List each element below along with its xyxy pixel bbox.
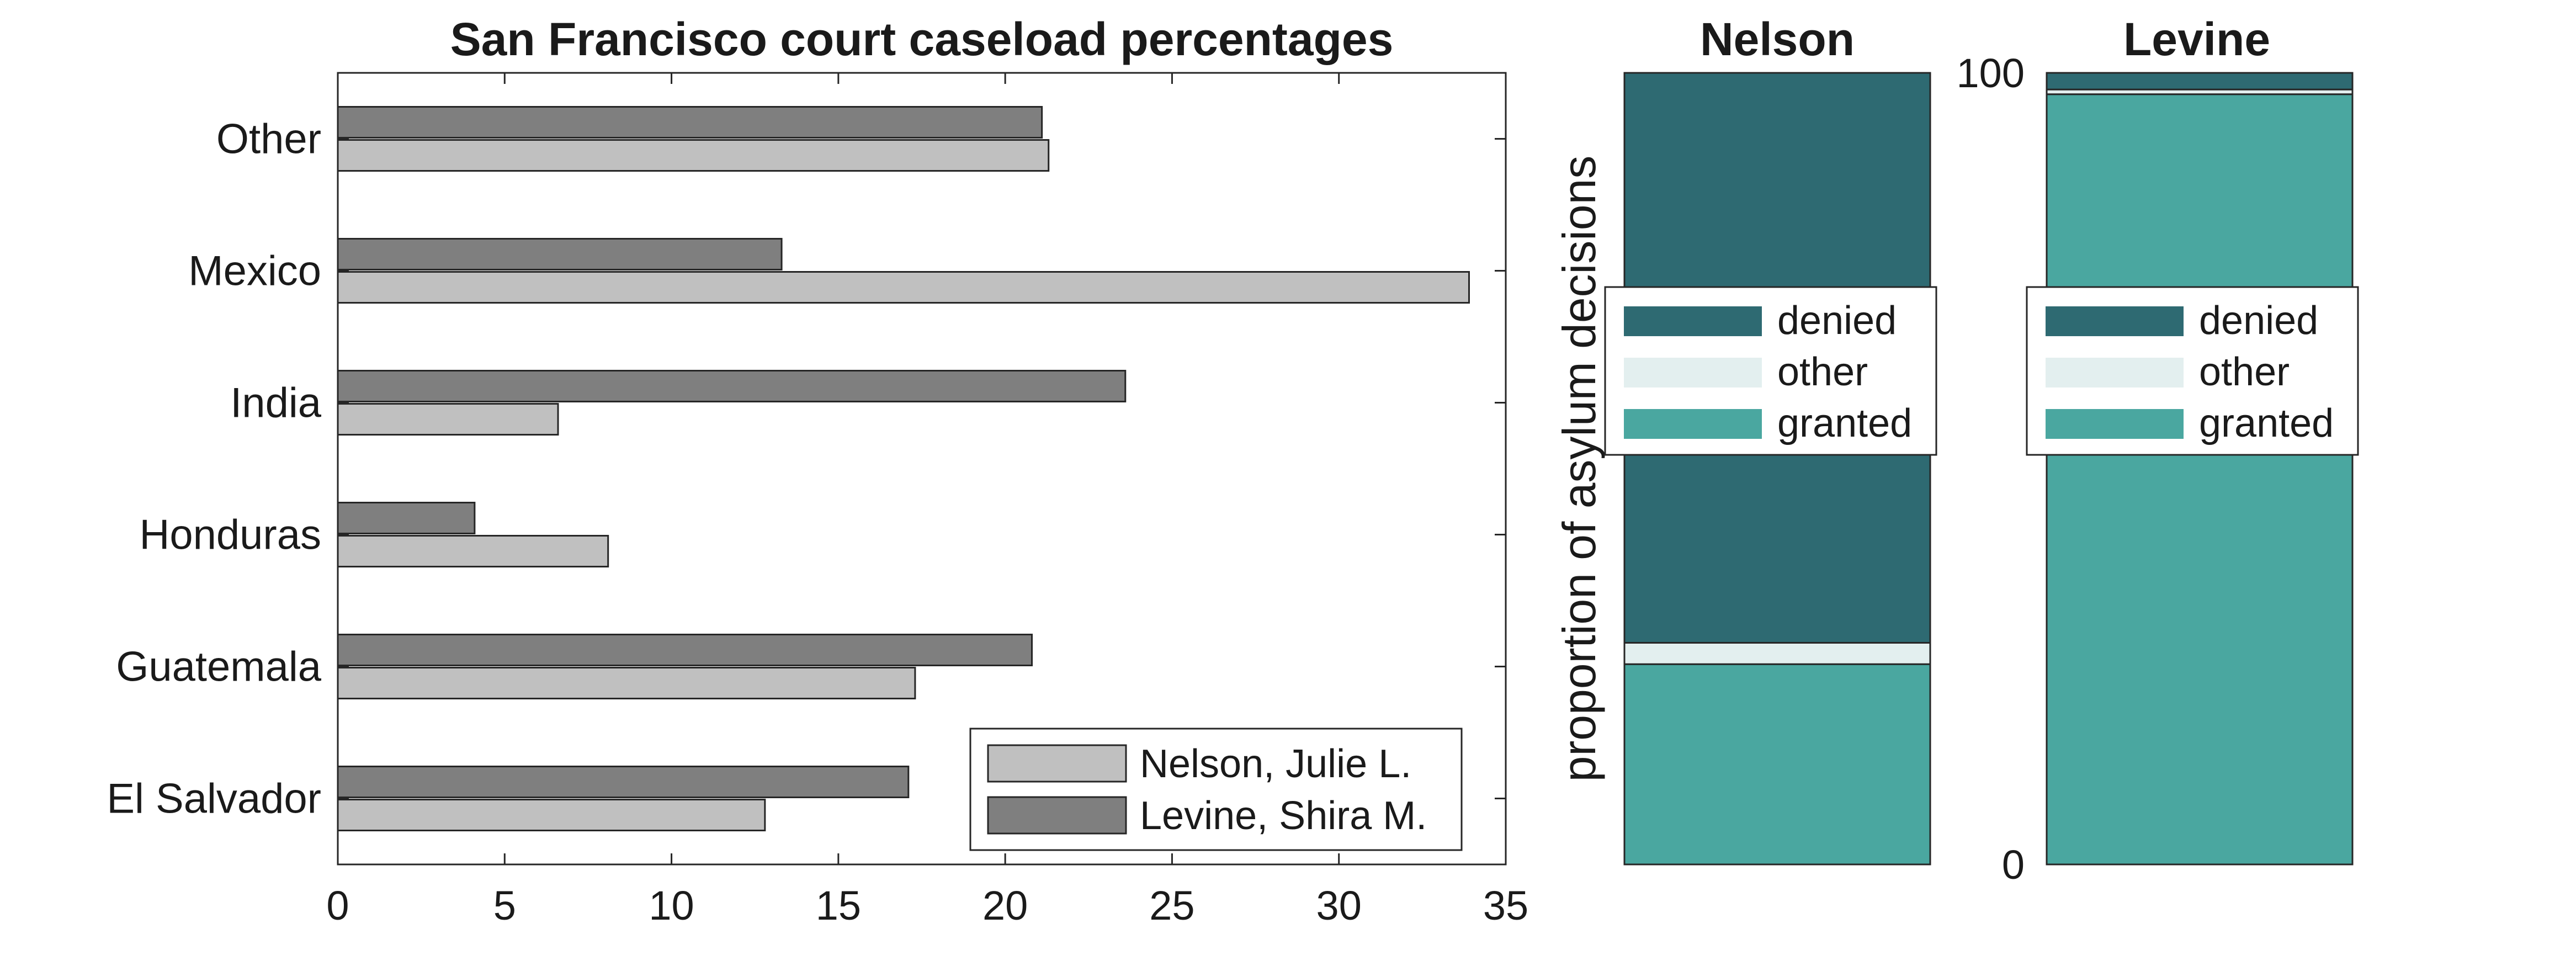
legend-label-denied: denied bbox=[1777, 299, 1897, 343]
legend-swatch-other bbox=[2046, 358, 2184, 388]
legend-swatch-other bbox=[1624, 358, 1762, 388]
caseload-axes-frame bbox=[337, 72, 1507, 866]
segment-nelson-other bbox=[1623, 641, 1931, 665]
legend-swatch-granted bbox=[2046, 409, 2184, 439]
x-tick-label: 0 bbox=[326, 883, 349, 928]
caseload-x-axis: 0 5 10 15 20 25 30 35 bbox=[326, 72, 1528, 928]
y-tick-label: 100 bbox=[1957, 50, 2025, 96]
legend-swatch-nelson bbox=[987, 744, 1127, 783]
asylum-y-axis-label: proportion of asylum decisions bbox=[1553, 156, 1605, 782]
x-tick-label: 20 bbox=[982, 883, 1028, 928]
caseload-category-labels: El Salvador Guatemala Honduras India Mexico O… bbox=[107, 116, 1506, 822]
levine-chart-title: Levine bbox=[2123, 13, 2270, 65]
segment-levine-granted bbox=[2046, 93, 2354, 866]
bar-nelson-julie-l-mexico bbox=[337, 271, 1470, 304]
legend-label-levine: Levine, Shira M. bbox=[1140, 794, 1427, 838]
segment-nelson-granted bbox=[1623, 663, 1931, 866]
levine-stack-segments bbox=[2046, 72, 2354, 866]
legend-label-granted: granted bbox=[2199, 401, 2334, 445]
legend-label-other: other bbox=[2199, 350, 2290, 394]
legend-label-other: other bbox=[1777, 350, 1868, 394]
x-tick-label: 25 bbox=[1149, 883, 1194, 928]
legend-swatch-denied bbox=[1624, 306, 1762, 336]
caseload-chart: San Francisco court caseload percentages… bbox=[107, 13, 1528, 928]
bar-levine-shira-m-el-salvador bbox=[337, 766, 910, 798]
nelson-legend: denied other granted bbox=[1604, 286, 1937, 456]
levine-decisions-chart: Levine 0 100 denied other granted bbox=[1957, 13, 2359, 888]
legend-label-nelson: Nelson, Julie L. bbox=[1140, 742, 1411, 786]
bar-levine-shira-m-guatemala bbox=[337, 634, 1033, 666]
legend-swatch-levine bbox=[987, 796, 1127, 835]
y-tick-label: 0 bbox=[2002, 842, 2025, 888]
legend-swatch-denied bbox=[2046, 306, 2184, 336]
nelson-stack-segments bbox=[1623, 72, 1931, 866]
bar-levine-shira-m-mexico bbox=[337, 238, 783, 270]
bar-nelson-julie-l-el-salvador bbox=[337, 799, 766, 831]
bar-levine-shira-m-honduras bbox=[337, 502, 476, 534]
bar-nelson-julie-l-india bbox=[337, 403, 559, 436]
bar-levine-shira-m-india bbox=[337, 370, 1127, 402]
x-tick-label: 35 bbox=[1483, 883, 1528, 928]
category-label-mexico: Mexico bbox=[188, 248, 321, 295]
x-tick-label: 15 bbox=[816, 883, 861, 928]
x-tick-label: 30 bbox=[1316, 883, 1362, 928]
bar-nelson-julie-l-other bbox=[337, 139, 1050, 172]
x-tick-label: 5 bbox=[493, 883, 516, 928]
levine-y-axis: 0 100 bbox=[1957, 50, 2025, 888]
caseload-chart-title: San Francisco court caseload percentages bbox=[450, 13, 1394, 65]
caseload-legend: Nelson, Julie L. Levine, Shira M. bbox=[969, 728, 1463, 851]
category-label-el-salvador: El Salvador bbox=[107, 776, 321, 822]
x-tick-label: 10 bbox=[649, 883, 694, 928]
legend-label-denied: denied bbox=[2199, 299, 2318, 343]
levine-legend: denied other granted bbox=[2026, 286, 2359, 456]
category-label-guatemala: Guatemala bbox=[116, 644, 321, 691]
category-label-india: India bbox=[230, 380, 322, 427]
legend-label-granted: granted bbox=[1777, 401, 1912, 445]
bar-levine-shira-m-other bbox=[337, 106, 1043, 139]
segment-levine-denied bbox=[2046, 72, 2354, 91]
legend-swatch-granted bbox=[1624, 409, 1762, 439]
caseload-bars bbox=[337, 106, 1470, 831]
bar-nelson-julie-l-honduras bbox=[337, 535, 609, 567]
nelson-decisions-chart: Nelson proportion of asylum decisions de… bbox=[1553, 13, 1937, 866]
bar-nelson-julie-l-guatemala bbox=[337, 667, 916, 699]
nelson-chart-title: Nelson bbox=[1700, 13, 1855, 65]
category-label-other: Other bbox=[216, 116, 321, 163]
category-label-honduras: Honduras bbox=[139, 512, 321, 559]
